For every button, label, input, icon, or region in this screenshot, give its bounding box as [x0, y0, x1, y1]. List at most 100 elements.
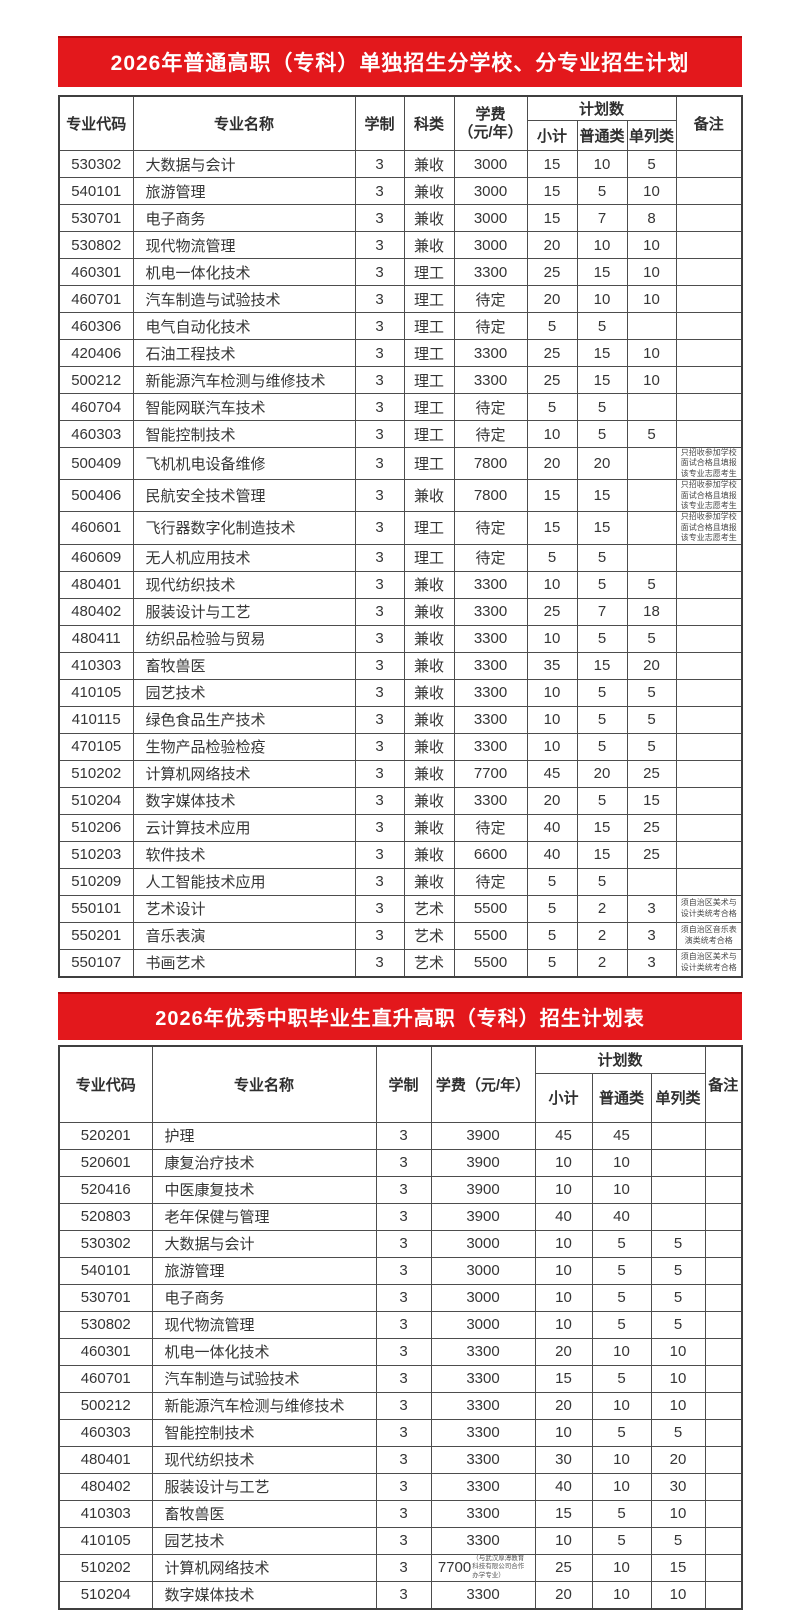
cell-code: 530701	[58, 204, 134, 232]
cell-separate: 5	[650, 1229, 706, 1258]
table-row: 410303 畜牧兽医 3 兼收 3300 35 15 20	[58, 651, 743, 680]
cell-remark	[675, 543, 743, 572]
cell-name: 云计算技术应用	[132, 813, 356, 842]
cell-name: 书画艺术	[132, 948, 356, 978]
cell-total: 15	[526, 177, 578, 205]
cell-remark	[675, 624, 743, 653]
cell-code: 530302	[58, 1229, 153, 1258]
cell-category: 兼收	[403, 597, 455, 626]
cell-remark: 须自治区音乐表演类统考合格	[675, 921, 743, 950]
cell-remark	[675, 420, 743, 448]
cell-remark	[675, 759, 743, 788]
cell-category: 艺术	[403, 921, 455, 950]
cell-years: 3	[375, 1553, 432, 1582]
cell-separate: 5	[626, 570, 677, 599]
cell-remark: 只招收参加学校面试合格且填报该专业志愿考生	[675, 479, 743, 513]
cell-separate: 15	[650, 1553, 706, 1582]
cell-separate	[626, 543, 677, 572]
cell-years: 3	[354, 366, 405, 394]
cell-remark	[704, 1499, 743, 1528]
table1-header-row1: 专业代码 专业名称 学制 科类 学费 （元/年） 计划数 备注	[58, 95, 743, 151]
cell-separate: 10	[650, 1337, 706, 1366]
cell-code: 540101	[58, 177, 134, 205]
cell-code: 460601	[58, 511, 134, 545]
cell-years: 3	[354, 948, 405, 978]
cell-remark	[675, 840, 743, 869]
cell-name: 人工智能技术应用	[132, 867, 356, 896]
cell-general: 2	[576, 894, 628, 923]
cell-category: 理工	[403, 393, 455, 421]
col-header-plan-group: 计划数	[534, 1045, 706, 1074]
cell-general: 15	[576, 813, 628, 842]
cell-category: 理工	[403, 446, 455, 481]
cell-total: 30	[534, 1445, 593, 1474]
table-row: 510203 软件技术 3 兼收 6600 40 15 25	[58, 840, 743, 869]
cell-total: 25	[526, 339, 578, 367]
table-row: 460303 智能控制技术 3 理工 待定 10 5 5	[58, 420, 743, 448]
cell-remark	[704, 1175, 743, 1204]
cell-name: 机电一体化技术	[132, 258, 356, 286]
cell-general: 5	[576, 867, 628, 896]
cell-years: 3	[354, 705, 405, 734]
table-row: 550101 艺术设计 3 艺术 5500 5 2 3 须自治区美术与设计类统考合格	[58, 894, 743, 923]
cell-years: 3	[354, 651, 405, 680]
cell-years: 3	[354, 231, 405, 259]
cell-remark	[675, 570, 743, 599]
cell-separate	[626, 867, 677, 896]
cell-separate	[650, 1202, 706, 1231]
cell-name: 新能源汽车检测与维修技术	[132, 366, 356, 394]
cell-general: 5	[591, 1499, 652, 1528]
cell-category: 理工	[403, 543, 455, 572]
cell-category: 兼收	[403, 651, 455, 680]
cell-years: 3	[354, 624, 405, 653]
cell-years: 3	[354, 840, 405, 869]
cell-fee: 3300	[453, 624, 528, 653]
table-row: 410105 园艺技术 3 3300 10 5 5	[58, 1526, 743, 1555]
cell-total: 25	[526, 597, 578, 626]
cell-remark	[704, 1202, 743, 1231]
cell-years: 3	[354, 570, 405, 599]
cell-remark	[675, 597, 743, 626]
cell-fee: 6600	[453, 840, 528, 869]
cell-category: 理工	[403, 339, 455, 367]
cell-separate	[626, 446, 677, 481]
table-row: 540101 旅游管理 3 兼收 3000 15 5 10	[58, 177, 743, 205]
cell-general: 15	[576, 840, 628, 869]
table2-section: 2026年优秀中职毕业生直升高职（专科）招生计划表 专业代码 专业名称 学制 学…	[58, 991, 744, 1610]
cell-separate	[650, 1148, 706, 1177]
cell-code: 410105	[58, 1526, 153, 1555]
cell-separate	[650, 1175, 706, 1204]
table-row: 480411 纺织品检验与贸易 3 兼收 3300 10 5 5	[58, 624, 743, 653]
cell-general: 45	[591, 1121, 652, 1150]
cell-name: 数字媒体技术	[132, 786, 356, 815]
cell-total: 20	[526, 446, 578, 481]
cell-total: 10	[534, 1526, 593, 1555]
cell-name: 现代物流管理	[132, 231, 356, 259]
cell-code: 510209	[58, 867, 134, 896]
table-row: 550107 书画艺术 3 艺术 5500 5 2 3 须自治区美术与设计类统考合格	[58, 948, 743, 978]
cell-general: 5	[576, 570, 628, 599]
cell-general: 2	[576, 921, 628, 950]
cell-fee: 7700	[453, 759, 528, 788]
cell-total: 45	[534, 1121, 593, 1150]
cell-remark	[675, 204, 743, 232]
cell-code: 510202	[58, 1553, 153, 1582]
cell-separate: 10	[626, 231, 677, 259]
cell-fee: 3900	[430, 1202, 536, 1231]
cell-remark	[675, 732, 743, 761]
cell-name: 园艺技术	[151, 1526, 377, 1555]
cell-name: 软件技术	[132, 840, 356, 869]
cell-name: 计算机网络技术	[151, 1553, 377, 1582]
cell-total: 25	[534, 1553, 593, 1582]
cell-code: 460701	[58, 1364, 153, 1393]
cell-fee: 3000	[453, 150, 528, 178]
cell-fee: 3300	[430, 1580, 536, 1610]
table-row: 460601 飞行器数字化制造技术 3 理工 待定 15 15 只招收参加学校面试合格且填报该…	[58, 511, 743, 545]
cell-separate: 3	[626, 894, 677, 923]
col-header-code: 专业代码	[58, 1045, 153, 1123]
col-header-years: 学制	[375, 1045, 432, 1123]
cell-general: 5	[576, 177, 628, 205]
cell-separate: 20	[626, 651, 677, 680]
cell-code: 510203	[58, 840, 134, 869]
cell-general: 5	[576, 393, 628, 421]
